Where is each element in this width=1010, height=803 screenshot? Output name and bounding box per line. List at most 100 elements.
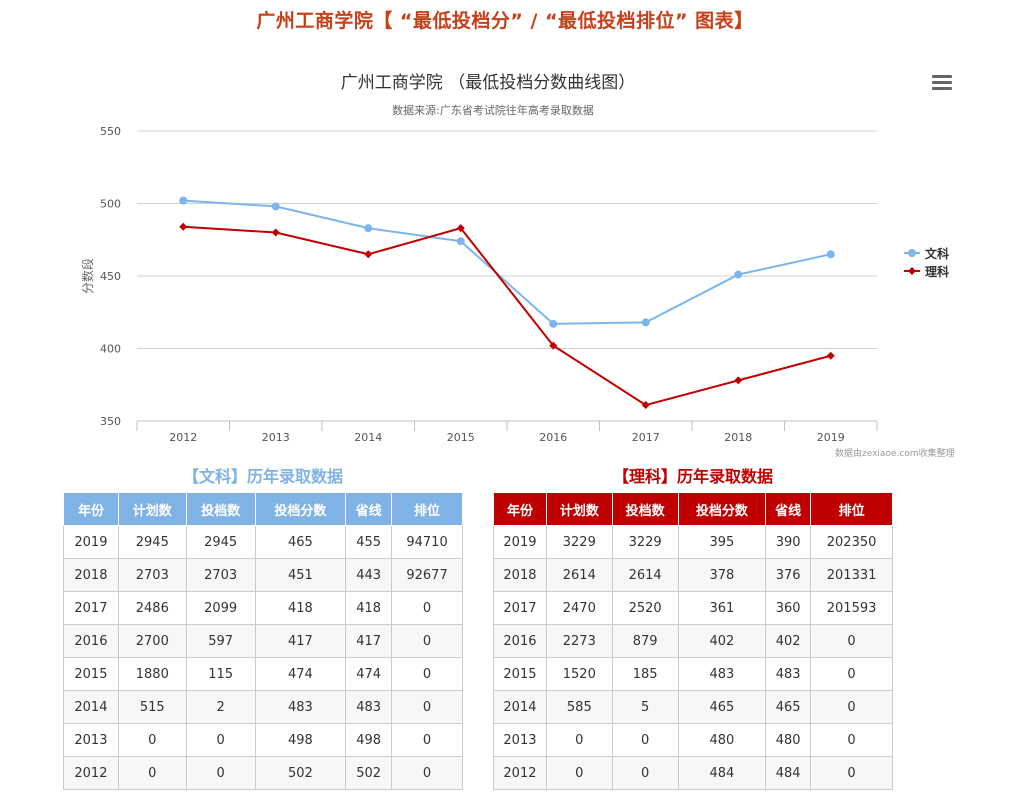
data-point[interactable] <box>826 351 835 360</box>
table-row: 2017 2486 2099 418 418 0 <box>63 591 463 625</box>
table-cell: 402 <box>677 624 767 658</box>
table-cell: 2013 <box>493 723 547 757</box>
column-header: 省线 <box>765 492 812 526</box>
table-cell: 402 <box>765 624 812 658</box>
column-header: 投档分数 <box>677 492 767 526</box>
legend-item-wen[interactable]: 文科 <box>904 244 949 262</box>
table-cell: 0 <box>391 756 463 790</box>
column-header: 年份 <box>493 492 547 526</box>
circle-marker-icon <box>904 249 920 257</box>
data-point[interactable] <box>271 228 280 237</box>
table-row: 2013 0 0 498 498 0 <box>63 723 463 757</box>
li-table-block: 【理科】历年录取数据 年份 计划数 投档数 投档分数 省线 排位 2019 3229 3229… <box>493 466 893 790</box>
data-point[interactable] <box>271 202 280 211</box>
column-header: 计划数 <box>117 492 187 526</box>
table-cell: 2099 <box>185 591 256 625</box>
table-cell: 1520 <box>545 657 613 691</box>
table-cell: 2017 <box>63 591 119 625</box>
x-tick-label: 2015 <box>447 431 475 444</box>
table-cell: 0 <box>391 723 463 757</box>
table-cell: 185 <box>611 657 679 691</box>
data-point[interactable] <box>456 237 465 246</box>
table-cell: 94710 <box>391 525 463 559</box>
table-cell: 2019 <box>63 525 119 559</box>
table-cell: 515 <box>117 690 187 724</box>
table-cell: 0 <box>810 756 893 790</box>
legend-item-li[interactable]: 理科 <box>904 262 949 280</box>
wen-table-block: 【文科】历年录取数据 年份 计划数 投档数 投档分数 省线 排位 2019 2945 2945… <box>63 466 463 790</box>
table-cell: 115 <box>185 657 256 691</box>
table-cell: 0 <box>810 723 893 757</box>
table-cell: 585 <box>545 690 613 724</box>
table-row: 2019 2945 2945 465 455 94710 <box>63 525 463 559</box>
table-cell: 361 <box>677 591 767 625</box>
table-cell: 879 <box>611 624 679 658</box>
y-tick-label: 400 <box>100 343 121 356</box>
table-cell: 484 <box>677 756 767 790</box>
table-cell: 474 <box>345 657 393 691</box>
data-point[interactable] <box>641 318 650 327</box>
li-admission-table: 年份 计划数 投档数 投档分数 省线 排位 2019 3229 3229 395 390 20235… <box>493 492 893 790</box>
data-point[interactable] <box>179 196 188 205</box>
x-tick-label: 2012 <box>169 431 197 444</box>
table-cell: 2013 <box>63 723 119 757</box>
chart-legend: 文科 理科 <box>904 244 949 280</box>
data-point[interactable] <box>734 376 743 385</box>
data-point[interactable] <box>734 270 743 279</box>
wen-table-caption: 【文科】历年录取数据 <box>182 467 343 486</box>
table-cell: 2019 <box>493 525 547 559</box>
chart-credits[interactable]: 数据由zexiaoe.com收集整理 <box>835 449 955 459</box>
table-cell: 483 <box>765 657 812 691</box>
page-title: 广州工商学院【 “最低投档分” / “最低投档排位” 图表】 <box>256 10 754 32</box>
table-cell: 376 <box>765 558 812 592</box>
table-row: 2016 2700 597 417 417 0 <box>63 624 463 658</box>
data-point[interactable] <box>641 401 650 410</box>
y-tick-label: 550 <box>100 125 121 138</box>
x-tick-label: 2018 <box>724 431 752 444</box>
chart-plot-area: 350 400 450 500 550 2012 2013 2014 2015 2016 2017 2… <box>80 125 878 444</box>
table-cell: 395 <box>677 525 767 559</box>
legend-label: 文科 <box>925 246 950 261</box>
table-cell: 2015 <box>493 657 547 691</box>
data-point[interactable] <box>549 341 558 350</box>
table-cell: 2520 <box>611 591 679 625</box>
table-cell: 418 <box>345 591 393 625</box>
table-cell: 0 <box>391 690 463 724</box>
table-cell: 378 <box>677 558 767 592</box>
table-cell: 2273 <box>545 624 613 658</box>
table-cell: 0 <box>185 723 256 757</box>
table-cell: 0 <box>185 756 256 790</box>
table-cell: 2017 <box>493 591 547 625</box>
table-cell: 0 <box>391 624 463 658</box>
data-point[interactable] <box>826 250 835 259</box>
table-cell: 360 <box>765 591 812 625</box>
y-axis-label: 分数段 <box>80 258 95 294</box>
column-header: 年份 <box>63 492 119 526</box>
table-cell: 455 <box>345 525 393 559</box>
table-cell: 0 <box>611 723 679 757</box>
column-header: 排位 <box>391 492 463 526</box>
data-point[interactable] <box>179 222 188 231</box>
line-chart: 350 400 450 500 550 2012 2013 2014 2015 2016 2017 2… <box>0 55 1010 465</box>
column-header: 省线 <box>345 492 393 526</box>
table-cell: 2014 <box>63 690 119 724</box>
x-tick-label: 2014 <box>354 431 382 444</box>
table-cell: 483 <box>254 690 347 724</box>
legend-label: 理科 <box>925 264 950 279</box>
data-point[interactable] <box>364 250 373 259</box>
data-point[interactable] <box>549 319 558 328</box>
table-cell: 483 <box>677 657 767 691</box>
table-cell: 3229 <box>545 525 613 559</box>
table-cell: 0 <box>117 756 187 790</box>
data-point[interactable] <box>456 224 465 233</box>
table-cell: 2016 <box>493 624 547 658</box>
table-cell: 0 <box>611 756 679 790</box>
table-cell: 2015 <box>63 657 119 691</box>
table-cell: 5 <box>611 690 679 724</box>
table-row: 2017 2470 2520 361 360 201593 <box>493 591 893 625</box>
hamburger-menu-icon[interactable] <box>930 73 954 93</box>
table-cell: 2614 <box>545 558 613 592</box>
data-point[interactable] <box>364 224 373 233</box>
chart-title: 广州工商学院 （最低投档分数曲线图） <box>340 73 636 93</box>
table-row: 2012 0 0 502 502 0 <box>63 756 463 790</box>
